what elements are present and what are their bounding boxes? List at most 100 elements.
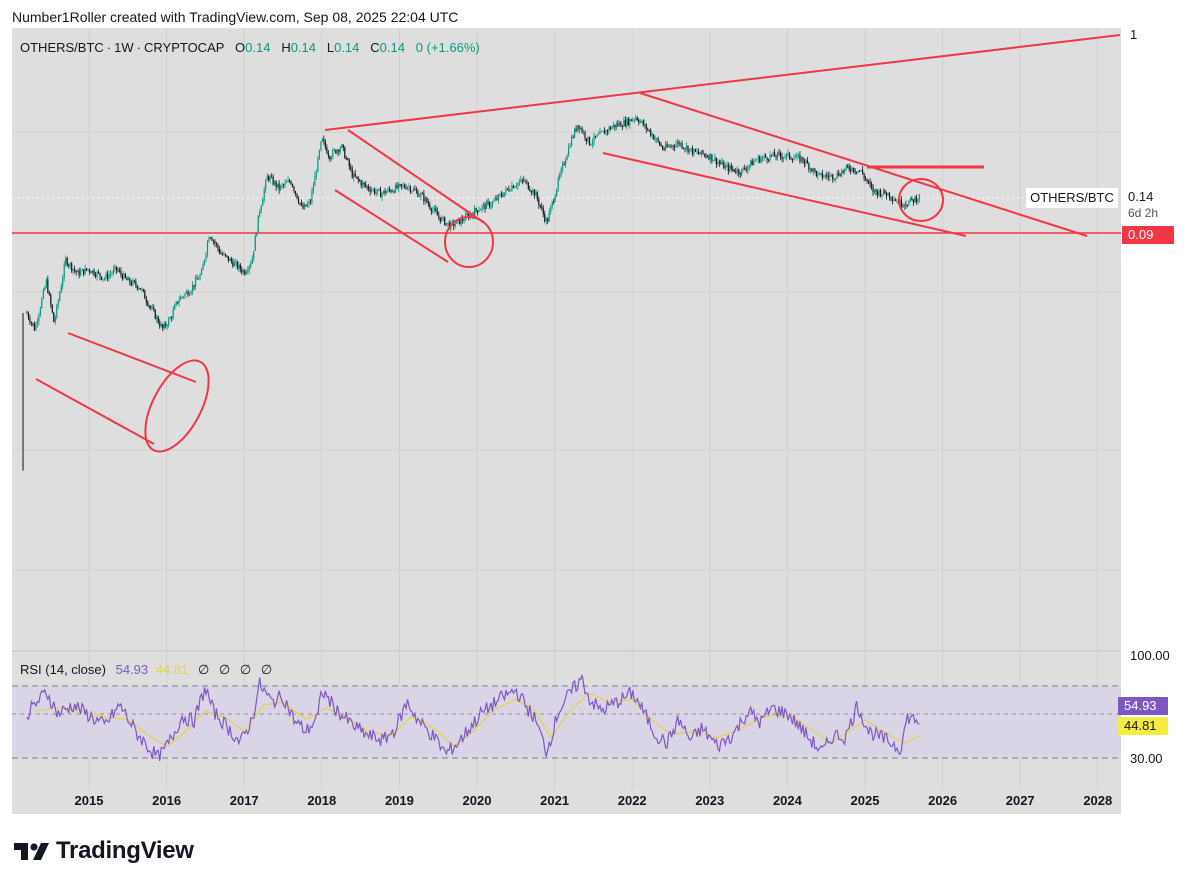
candle-body — [281, 184, 283, 186]
rsi-upper-tick: 100.00 — [1130, 648, 1170, 663]
tradingview-logo-icon — [14, 843, 49, 860]
candle-body — [93, 270, 95, 276]
candle-body — [769, 154, 771, 161]
candle-body — [559, 174, 561, 179]
candle-body — [257, 215, 259, 233]
candle-body — [666, 144, 668, 147]
candle-body — [575, 128, 577, 131]
candle-body — [529, 189, 531, 192]
candle-body — [388, 188, 391, 191]
candle-body — [417, 191, 419, 197]
candle-body — [718, 161, 720, 163]
candle-body — [812, 168, 814, 172]
candle-body — [533, 189, 535, 196]
symbol-price-label: OTHERS/BTC — [1026, 188, 1118, 208]
rsi-ma-value: 44.81 — [155, 662, 189, 677]
tradingview-logo[interactable]: TradingView — [14, 836, 194, 866]
candle-body — [133, 280, 135, 282]
candle-body — [630, 119, 632, 121]
candle-body — [274, 181, 276, 185]
bar-countdown: 6d 2h — [1128, 206, 1159, 220]
candle-body — [553, 201, 555, 203]
candle-body — [379, 189, 382, 198]
symbol-legend[interactable]: OTHERS/BTC · 1W · CRYPTOCAP O0.14 H0.14 L0.1… — [20, 40, 480, 55]
candle-body — [505, 188, 507, 193]
candle-body — [864, 178, 867, 180]
candle-body — [159, 322, 161, 327]
candle-body — [800, 157, 803, 162]
candle-body — [405, 187, 407, 189]
candle-body — [705, 154, 707, 157]
candle-body — [332, 150, 334, 158]
candle-body — [44, 287, 46, 291]
candle-body — [917, 199, 919, 202]
candle-body — [538, 199, 540, 205]
candle-body — [108, 274, 110, 279]
candle-body — [377, 189, 379, 192]
candle-body — [623, 120, 625, 127]
candle-body — [239, 264, 241, 270]
candle-body — [506, 188, 509, 190]
candle-body — [33, 324, 35, 331]
candle-body — [754, 160, 756, 162]
legend-high-label: H — [281, 40, 291, 55]
candle-body — [691, 148, 694, 155]
candle-body — [814, 168, 816, 172]
candle-body — [282, 184, 285, 186]
candle-body — [365, 184, 367, 187]
candle-body — [878, 190, 880, 196]
candle-body — [488, 202, 491, 207]
legend-close-label: C — [370, 40, 380, 55]
candle-body — [818, 173, 820, 174]
candle-body — [106, 274, 109, 279]
candle-body — [156, 316, 158, 319]
candle-body — [773, 152, 776, 157]
candle-body — [84, 268, 86, 275]
candle-body — [206, 242, 209, 254]
candle-body — [815, 171, 817, 177]
rsi-title: RSI (14, close) — [20, 662, 106, 677]
candle-body — [830, 174, 832, 176]
candle-body — [820, 172, 822, 174]
candle-body — [394, 184, 397, 193]
candle-body — [315, 171, 318, 176]
candle-body — [432, 209, 434, 212]
candle-body — [448, 222, 450, 229]
time-tick-label: 2021 — [540, 793, 569, 808]
candle-body — [94, 275, 97, 277]
candle-body — [512, 185, 515, 189]
candle-body — [59, 292, 61, 301]
candle-body — [915, 196, 917, 202]
candle-body — [396, 184, 398, 189]
price-scale-top-label: 1 — [1130, 27, 1138, 42]
candle-body — [69, 263, 71, 266]
candle-body — [882, 189, 885, 195]
flag-2015-upper-line — [67, 332, 197, 383]
candle-body — [685, 145, 688, 149]
rsi-legend[interactable]: RSI (14, close) 54.93 44.81 ∅ ∅ ∅ ∅ — [20, 662, 272, 678]
candle-body — [496, 198, 498, 200]
candle-body — [54, 317, 56, 323]
candle-body — [729, 165, 731, 172]
candle-body — [266, 176, 268, 181]
candle-body — [491, 201, 494, 206]
candle-body — [378, 189, 380, 191]
candle-body — [88, 269, 91, 272]
candle-body — [682, 147, 685, 149]
candle-body — [494, 198, 497, 201]
candle-body — [151, 307, 153, 309]
candle-body — [872, 186, 874, 193]
candle-body — [278, 183, 280, 190]
candle-body — [415, 190, 418, 192]
candle-body — [118, 270, 121, 272]
candle-body — [357, 177, 359, 180]
candle-body — [444, 217, 446, 226]
candle-body — [342, 144, 344, 148]
candle-body — [654, 139, 656, 141]
candle-body — [715, 157, 717, 165]
candle-body — [362, 182, 364, 186]
candle-body — [318, 150, 321, 158]
candle-body — [541, 206, 543, 209]
candle-body — [42, 290, 44, 299]
